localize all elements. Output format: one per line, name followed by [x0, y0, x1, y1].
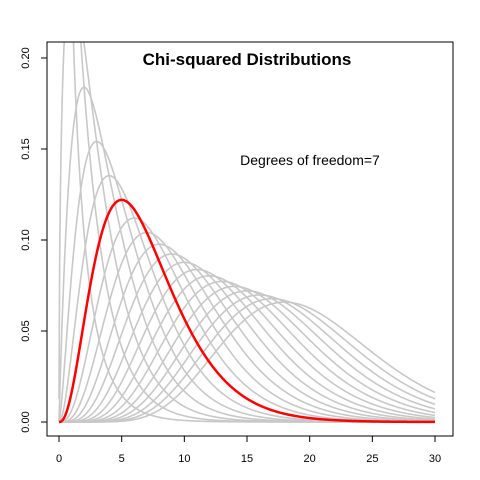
curve-group — [58, 42, 436, 424]
x-tick-label: 25 — [366, 453, 378, 465]
series-line-df-10 — [59, 243, 436, 423]
df-annotation: Degrees of freedom=7 — [240, 152, 380, 168]
y-tick-label: 0.20 — [20, 47, 32, 68]
series-line-df-20 — [59, 301, 436, 423]
series-line-df-17 — [59, 290, 436, 423]
x-tick-label: 5 — [119, 453, 125, 465]
x-tick-label: 10 — [178, 453, 190, 465]
y-tick-label: 0.15 — [20, 138, 32, 159]
y-tick-label: 0.05 — [20, 320, 32, 341]
x-tick-label: 30 — [429, 453, 441, 465]
x-axis: 0 5 10 15 20 25 30 — [56, 435, 441, 465]
series-line-df-13 — [59, 268, 436, 423]
series-line-df-9 — [59, 231, 436, 423]
x-tick-label: 20 — [304, 453, 316, 465]
series-line-df-18 — [59, 294, 436, 423]
x-tick-label: 0 — [56, 453, 62, 465]
series-line-df-12 — [59, 261, 436, 423]
chart-title: Chi-squared Distributions — [143, 50, 352, 69]
series-line-df-11 — [59, 253, 436, 423]
y-tick-label: 0.10 — [20, 229, 32, 250]
series-line-df-7-highlight — [58, 198, 435, 424]
series-line-df-16 — [59, 285, 436, 423]
y-axis: 0.00 0.05 0.10 0.15 0.20 — [20, 47, 48, 433]
y-tick-label: 0.00 — [20, 411, 32, 432]
x-tick-label: 15 — [241, 453, 253, 465]
